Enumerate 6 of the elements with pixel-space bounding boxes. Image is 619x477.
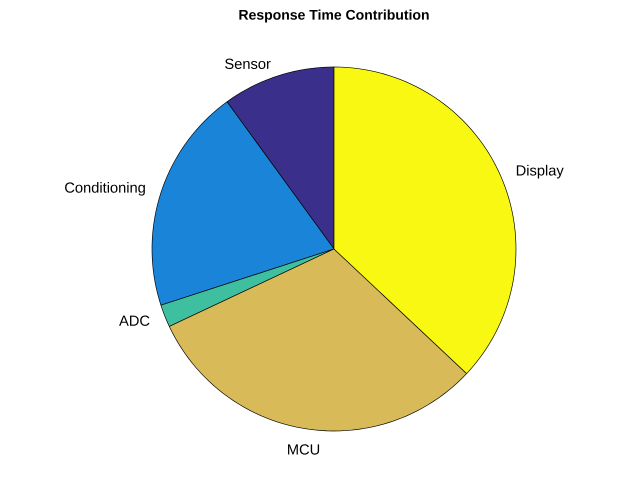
slice-label: Sensor	[225, 58, 271, 69]
chart-title: Response Time Contribution	[239, 9, 429, 23]
slice-label: Conditioning	[65, 182, 145, 196]
slice-label: Display	[516, 164, 564, 178]
slice-label: ADC	[119, 316, 150, 326]
slice-label: MCU	[288, 444, 320, 455]
